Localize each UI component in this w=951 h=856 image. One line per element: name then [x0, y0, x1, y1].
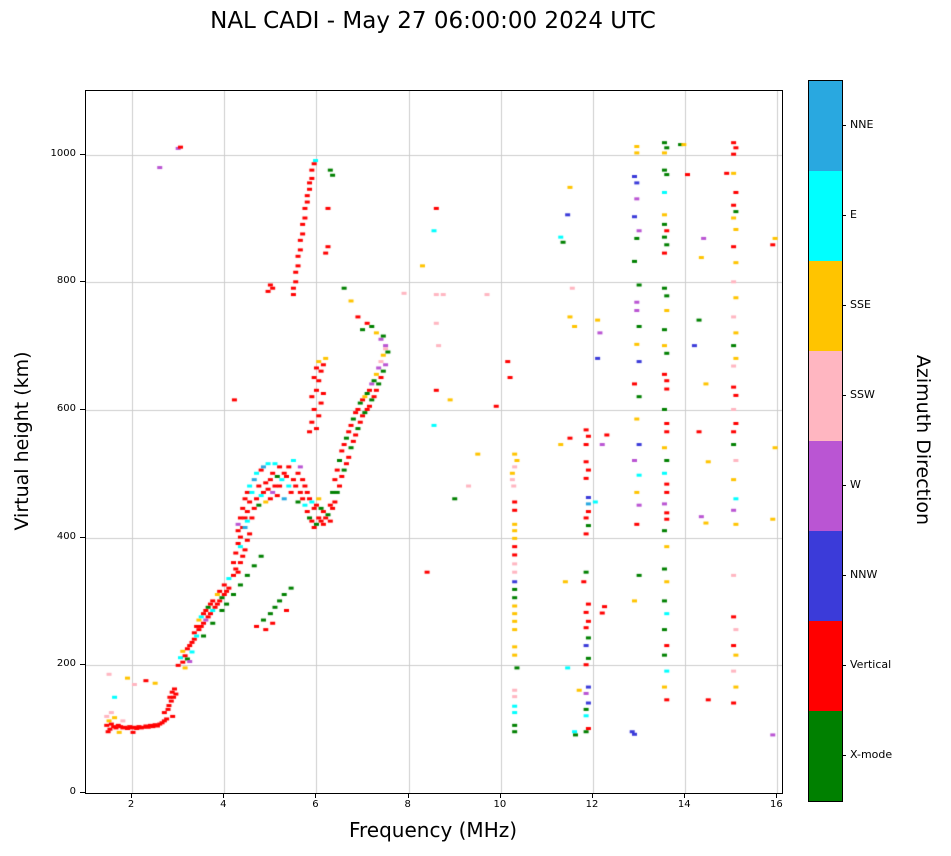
colorbar-tick-label: NNW [850, 568, 878, 581]
x-tick-mark [592, 793, 593, 798]
colorbar-segment-nnw [809, 531, 842, 621]
y-tick-label: 400 [56, 530, 76, 542]
y-tick-label: 1000 [50, 147, 76, 159]
x-tick-mark [315, 793, 316, 798]
colorbar-tick-label: NNE [850, 118, 874, 131]
y-tick-mark [80, 537, 85, 538]
y-tick-label: 0 [69, 786, 76, 797]
colorbar-segment-nne [809, 81, 842, 171]
x-tick-mark [223, 793, 224, 798]
colorbar-segment-x-mode [809, 711, 842, 801]
colorbar-tick-mark [842, 485, 846, 486]
colorbar-tick-label: E [850, 208, 857, 221]
colorbar-segment-sse [809, 261, 842, 351]
colorbar-segment-e [809, 171, 842, 261]
x-tick-label: 2 [127, 799, 135, 810]
x-tick-label: 12 [585, 799, 599, 810]
x-tick-label: 6 [312, 799, 319, 810]
colorbar-tick-mark [842, 665, 846, 666]
colorbar [808, 80, 843, 802]
x-tick-label: 10 [493, 799, 507, 810]
colorbar-tick-label: Vertical [850, 658, 892, 671]
x-tick-label: 16 [770, 799, 783, 810]
y-tick-mark [80, 664, 85, 665]
x-tick-label: 8 [404, 799, 411, 810]
colorbar-axis-label: Azimuth Direction [912, 354, 934, 526]
y-tick-mark [80, 792, 85, 793]
colorbar-tick-label: X-mode [850, 748, 893, 761]
colorbar-tick-mark [842, 575, 846, 576]
colorbar-tick-mark [842, 755, 846, 756]
x-tick-mark [684, 793, 685, 798]
y-tick-mark [80, 154, 85, 155]
colorbar-tick-label: SSE [850, 298, 871, 311]
colorbar-segment-ssw [809, 351, 842, 441]
x-tick-mark [131, 793, 132, 798]
x-tick-label: 14 [677, 799, 691, 810]
x-tick-label: 4 [220, 799, 227, 810]
colorbar-segment-w [809, 441, 842, 531]
plot-area [85, 90, 783, 794]
y-tick-label: 200 [56, 658, 76, 670]
colorbar-segment-vertical [809, 621, 842, 711]
scatter-canvas [86, 91, 782, 793]
colorbar-tick-label: W [850, 478, 861, 491]
x-tick-mark [776, 793, 777, 798]
x-tick-mark [500, 793, 501, 798]
y-axis-label: Virtual height (km) [11, 351, 33, 531]
y-tick-label: 600 [56, 403, 76, 415]
colorbar-tick-label: SSW [850, 388, 875, 401]
y-tick-label: 800 [56, 275, 76, 287]
colorbar-tick-mark [842, 125, 846, 126]
y-tick-mark [80, 409, 85, 410]
colorbar-tick-mark [842, 305, 846, 306]
chart-title: NAL CADI - May 27 06:00:00 2024 UTC [210, 8, 656, 34]
x-axis-label: Frequency (MHz) [348, 818, 518, 842]
colorbar-tick-mark [842, 395, 846, 396]
y-tick-mark [80, 281, 85, 282]
colorbar-tick-mark [842, 215, 846, 216]
x-tick-mark [408, 793, 409, 798]
